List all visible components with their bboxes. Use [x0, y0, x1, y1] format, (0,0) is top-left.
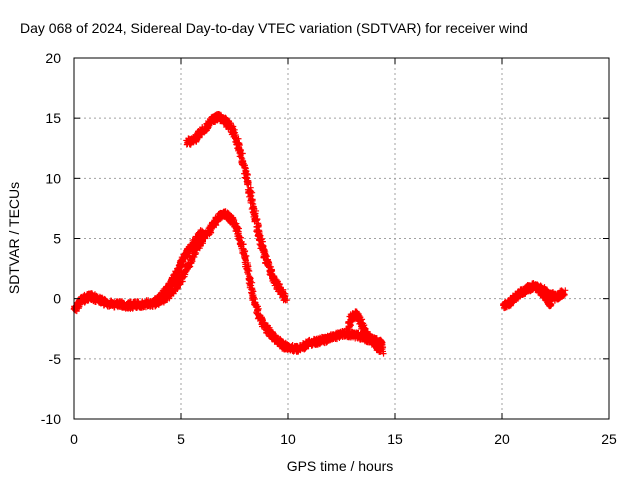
series-main-track [70, 208, 386, 355]
series-upper-arc [183, 110, 291, 304]
data-point [253, 217, 260, 224]
data-point [200, 229, 207, 236]
data-point [245, 181, 252, 188]
data-point [237, 152, 244, 159]
y-tick-label: 10 [45, 170, 61, 186]
data-point [548, 302, 555, 309]
data-point [262, 252, 269, 259]
data-points [70, 110, 569, 357]
data-point [249, 198, 256, 205]
x-tick-label: 25 [601, 431, 617, 447]
data-point [561, 291, 568, 298]
data-point [284, 297, 291, 304]
x-tick-label: 20 [494, 431, 510, 447]
y-tick-label: 5 [53, 231, 61, 247]
y-tick-label: 0 [53, 291, 61, 307]
data-point [253, 223, 260, 230]
data-point [206, 122, 213, 129]
data-point [379, 345, 386, 352]
y-axis-title: SDTVAR / TECUs [6, 182, 22, 294]
y-tick-label: -5 [49, 351, 62, 367]
series-late-cluster [343, 308, 387, 357]
data-point [237, 234, 244, 241]
data-point [252, 210, 259, 217]
x-tick-label: 0 [70, 431, 78, 447]
data-point [232, 131, 239, 138]
data-point [246, 268, 253, 275]
data-point [250, 294, 257, 301]
data-point [302, 345, 309, 352]
data-point [249, 287, 256, 294]
x-axis-title: GPS time / hours [287, 458, 394, 474]
series-evening-branch [534, 283, 555, 310]
x-tick-label: 15 [387, 431, 403, 447]
data-point [248, 282, 255, 289]
data-point [243, 174, 250, 181]
y-tick-label: 20 [45, 50, 61, 66]
data-point [178, 262, 185, 269]
chart-title: Day 068 of 2024, Sidereal Day-to-day VTE… [20, 20, 528, 36]
data-point [200, 232, 207, 239]
axis-ticks: 0 5 10 15 20 25 -10 -5 0 5 10 15 20 [41, 50, 617, 447]
data-point [250, 203, 257, 210]
data-point [242, 247, 249, 254]
data-point [108, 297, 115, 304]
data-point [246, 281, 253, 288]
data-point [380, 350, 387, 357]
series-secondary-band [151, 227, 207, 308]
data-point [254, 216, 261, 223]
y-tick-label: -10 [41, 411, 61, 427]
y-tick-label: 15 [45, 110, 61, 126]
data-point [231, 132, 238, 139]
data-point [255, 311, 262, 318]
data-point [336, 334, 343, 341]
x-tick-label: 10 [280, 431, 296, 447]
x-tick-label: 5 [177, 431, 185, 447]
